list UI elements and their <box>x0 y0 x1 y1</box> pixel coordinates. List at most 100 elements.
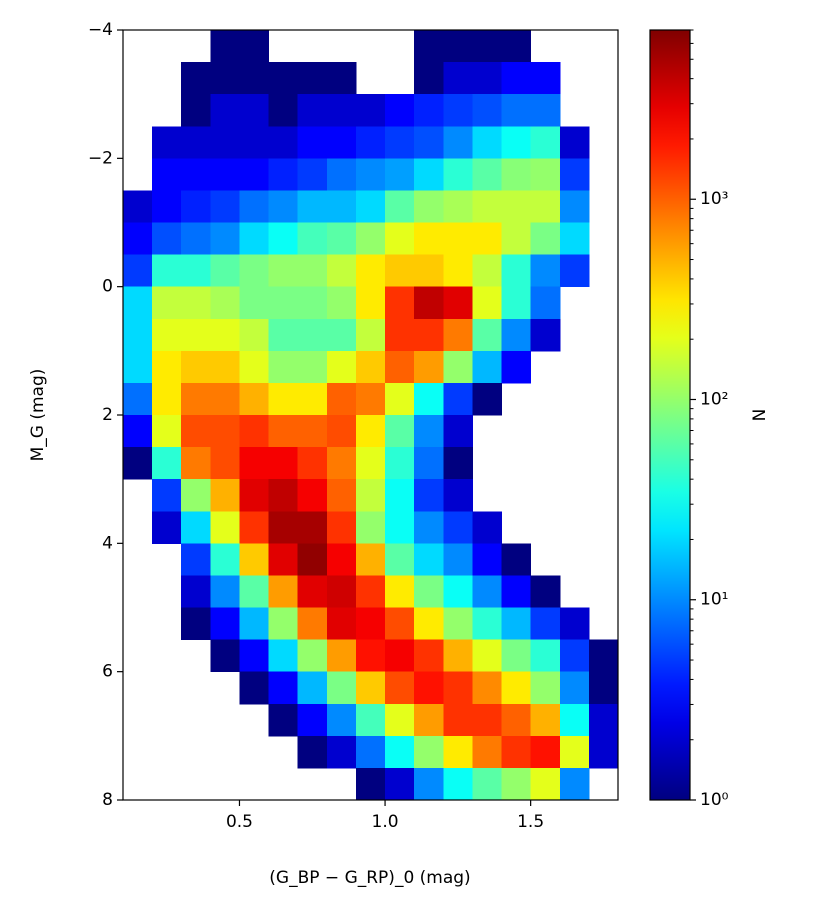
cell <box>501 126 532 159</box>
cell <box>181 607 211 641</box>
cell <box>210 639 240 673</box>
cell <box>268 671 299 705</box>
cell <box>297 607 328 641</box>
cell <box>181 318 211 352</box>
x-tick-label: 1.0 <box>372 812 399 832</box>
cell <box>414 286 444 320</box>
cell <box>414 767 444 801</box>
cell <box>385 382 415 416</box>
cell <box>268 543 299 576</box>
cell <box>501 607 532 641</box>
cell <box>385 190 415 223</box>
cell <box>501 254 532 288</box>
cell <box>414 639 444 673</box>
cell <box>472 286 503 320</box>
cell <box>326 479 357 512</box>
cell <box>268 158 299 191</box>
cell <box>501 767 532 801</box>
cell <box>123 190 153 223</box>
cell <box>297 62 328 95</box>
cell <box>530 94 561 127</box>
y-tick-label: −4 <box>88 20 113 40</box>
cell <box>414 30 444 63</box>
cell <box>501 30 532 63</box>
cell <box>443 190 473 223</box>
cell <box>355 511 386 544</box>
cell <box>123 286 153 320</box>
cell <box>210 350 240 384</box>
cell <box>472 382 503 416</box>
cell <box>326 447 357 480</box>
cell <box>181 415 211 448</box>
cell <box>414 222 444 256</box>
cell <box>414 607 444 641</box>
cell <box>297 254 328 288</box>
cell <box>472 607 503 641</box>
cell <box>268 318 299 352</box>
cell <box>297 382 328 416</box>
cell <box>414 158 444 191</box>
cell <box>297 318 328 352</box>
cell <box>385 158 415 191</box>
x-tick-label: 0.5 <box>226 812 253 832</box>
cell <box>530 190 561 223</box>
cell <box>297 94 328 127</box>
cell <box>297 222 328 256</box>
cell <box>210 575 240 608</box>
cell <box>326 350 357 384</box>
cell <box>181 382 211 416</box>
cell <box>472 30 503 63</box>
cell <box>268 126 299 159</box>
cell <box>210 607 240 641</box>
cell <box>530 318 561 352</box>
cell <box>326 158 357 191</box>
cell <box>414 511 444 544</box>
cell <box>152 286 182 320</box>
cell <box>501 639 532 673</box>
cell <box>472 158 503 191</box>
cell <box>123 318 153 352</box>
x-tick-label: 1.5 <box>517 812 544 832</box>
cell <box>355 190 386 223</box>
cell <box>326 62 357 95</box>
cell <box>559 703 590 737</box>
cell <box>414 735 444 769</box>
cell <box>239 415 270 448</box>
cell <box>443 511 473 544</box>
cell <box>152 479 182 512</box>
cell <box>210 415 240 448</box>
colorbar <box>650 30 690 800</box>
cell <box>530 126 561 159</box>
cell <box>355 447 386 480</box>
cell <box>588 703 619 737</box>
cell <box>152 190 182 223</box>
cell <box>385 703 415 737</box>
cell <box>385 447 415 480</box>
cell <box>385 126 415 159</box>
cell <box>297 126 328 159</box>
cell <box>588 639 619 673</box>
cell <box>297 511 328 544</box>
cell <box>239 479 270 512</box>
cell <box>355 575 386 608</box>
cell <box>239 126 270 159</box>
cell <box>443 543 473 576</box>
heatmap <box>123 30 619 801</box>
cell <box>530 639 561 673</box>
cell <box>297 158 328 191</box>
cell <box>181 447 211 480</box>
cell <box>530 222 561 256</box>
cell <box>355 222 386 256</box>
cell <box>530 62 561 95</box>
y-tick-label: −2 <box>88 148 113 168</box>
cell <box>239 447 270 480</box>
cell <box>268 511 299 544</box>
cell <box>239 318 270 352</box>
cell <box>239 254 270 288</box>
cell <box>268 607 299 641</box>
cell <box>326 511 357 544</box>
y-tick-label: 0 <box>102 277 113 297</box>
cell <box>268 382 299 416</box>
cell <box>501 350 532 384</box>
